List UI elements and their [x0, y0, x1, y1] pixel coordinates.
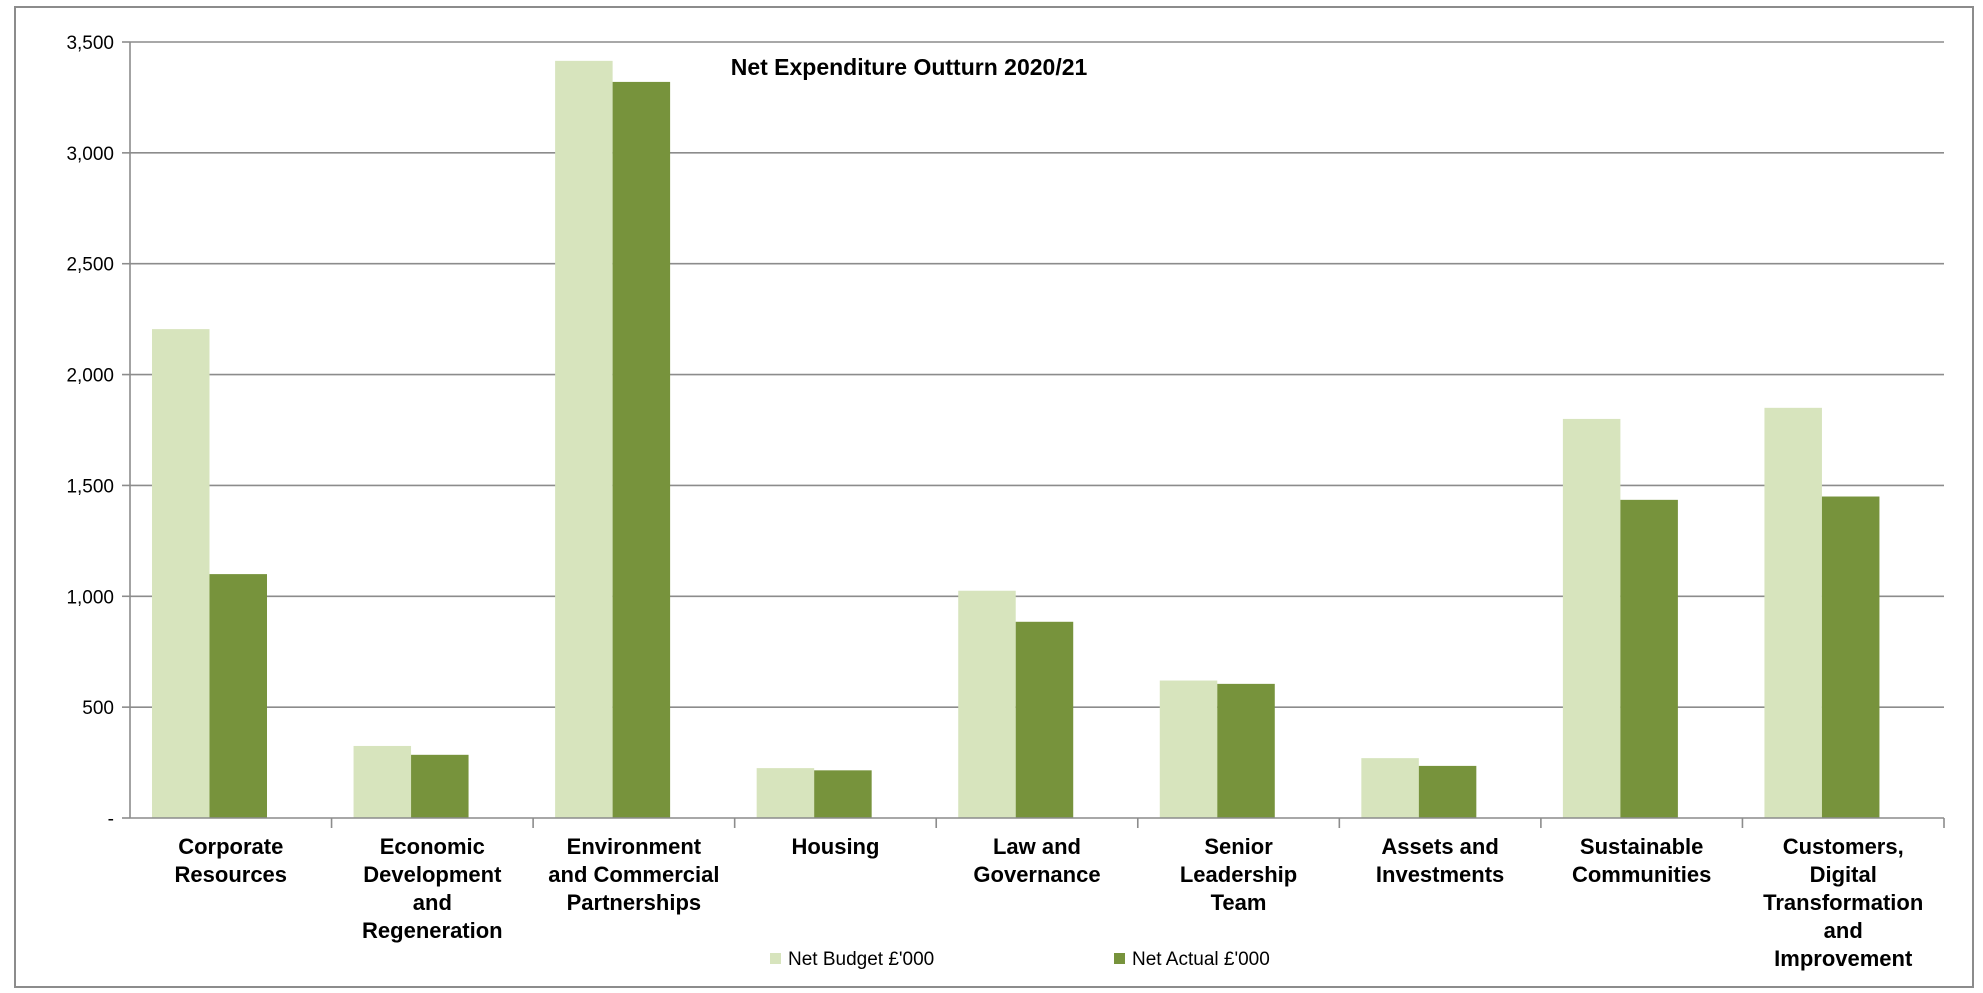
x-category-label-line: Law and [993, 834, 1081, 859]
bar-net-actual [411, 754, 469, 818]
x-category-label: Corporate Resources [175, 834, 288, 887]
legend-label-net-budget: Net Budget £'000 [788, 949, 934, 970]
x-category-label-line: and [1824, 918, 1863, 943]
legend-label-net-actual: Net Actual £'000 [1132, 949, 1270, 970]
bar-net-actual [1620, 499, 1678, 818]
x-category-label-line: Development [363, 862, 502, 887]
x-category-label: Senior Leadership Team [1180, 834, 1297, 915]
x-category-label-line: Governance [973, 862, 1100, 887]
bar-net-budget [756, 768, 815, 818]
x-category-label-line: Investments [1376, 862, 1504, 887]
y-tick-label: 3,000 [66, 144, 114, 165]
x-category-label-line: Senior [1204, 834, 1273, 859]
x-category-label-line: and Commercial [548, 862, 719, 887]
x-category-label-line: Partnerships [567, 890, 702, 915]
legend-swatch-net-budget [770, 953, 781, 964]
bar-net-budget [1764, 407, 1822, 818]
x-category-label-line: Housing [791, 834, 879, 859]
bar-net-actual [814, 770, 872, 818]
x-category-label-line: Economic [380, 834, 485, 859]
x-category-label-line: Environment [567, 834, 702, 859]
x-category-label: Customers, Digital Transformation and Improv… [1763, 834, 1923, 971]
x-category-label-line: Regeneration [362, 918, 503, 943]
bar-net-budget [555, 60, 613, 819]
x-category-label-line: Digital [1810, 862, 1877, 887]
bar-net-actual [209, 574, 267, 818]
bar-net-budget [1361, 758, 1419, 818]
chart-frame: - 500 1,000 1,500 2,000 2,500 3,000 3,500 Corpo… [14, 6, 1974, 988]
bar-net-budget [1562, 418, 1621, 818]
bar-net-actual [1217, 683, 1275, 818]
bars [152, 60, 1880, 819]
x-category-label-line: Sustainable [1580, 834, 1703, 859]
y-tick-label: 2,500 [66, 255, 114, 276]
grid-lines [130, 41, 1944, 708]
x-category-label-line: Team [1211, 890, 1267, 915]
x-category-label-line: Assets and [1381, 834, 1498, 859]
x-axis-category-labels: Corporate Resources Economic Development and… [175, 834, 1924, 971]
y-tick-label: 3,500 [66, 33, 114, 54]
bar-net-budget [1159, 680, 1218, 818]
y-tick-label: 2,000 [66, 366, 114, 387]
x-axis [122, 41, 1945, 828]
bar-net-actual [612, 81, 671, 818]
y-tick-label: 500 [82, 698, 114, 719]
y-tick-label: 1,000 [66, 587, 114, 608]
x-category-label-line: Transformation [1763, 890, 1923, 915]
x-category-label-line: Customers, [1783, 834, 1904, 859]
x-category-label-line: Corporate [178, 834, 283, 859]
bar-net-budget [152, 329, 210, 818]
chart-svg: - 500 1,000 1,500 2,000 2,500 3,000 3,500 Corpo… [66, 33, 1945, 971]
legend: Net Budget £'000 Net Actual £'000 [770, 949, 1270, 970]
y-axis-tick-labels: - 500 1,000 1,500 2,000 2,500 3,000 3,500 [66, 33, 114, 830]
bar-net-actual [1015, 621, 1074, 818]
x-category-label-line: Improvement [1774, 946, 1913, 971]
y-tick-label: 1,500 [66, 476, 114, 497]
bar-net-actual [1821, 496, 1880, 818]
x-category-label-line: Leadership [1180, 862, 1297, 887]
chart-title: Net Expenditure Outturn 2020/21 [731, 54, 1088, 80]
bar-net-budget [353, 745, 412, 818]
x-category-label-line: Communities [1572, 862, 1711, 887]
x-category-label-line: Resources [175, 862, 288, 887]
x-category-label-line: and [413, 890, 452, 915]
bar-net-actual [1418, 765, 1477, 818]
x-category-label: Economic Development and Regeneration [362, 834, 503, 943]
x-category-label: Law and Governance [973, 834, 1100, 887]
y-tick-label: - [108, 809, 114, 830]
x-category-label: Environment and Commercial Partnerships [548, 834, 719, 915]
x-category-label: Sustainable Communities [1572, 834, 1711, 887]
x-category-label: Assets and Investments [1376, 834, 1504, 887]
x-category-label: Housing [791, 834, 879, 859]
bar-net-budget [958, 590, 1016, 818]
legend-swatch-net-actual [1114, 953, 1125, 964]
